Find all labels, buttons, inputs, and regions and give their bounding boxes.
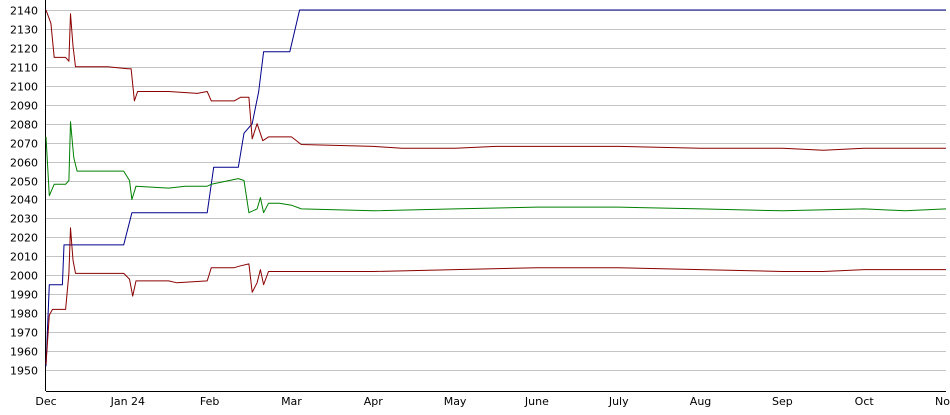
- y-tick-label: 1970: [10, 327, 38, 340]
- y-tick-label: 2020: [10, 232, 38, 245]
- y-tick-label: 1980: [10, 308, 38, 321]
- y-tick-label: 2030: [10, 213, 38, 226]
- series-line-1: [45, 9, 946, 367]
- y-tick-label: 2050: [10, 176, 38, 189]
- y-tick-label: 2090: [10, 100, 38, 113]
- x-tick-label: Mar: [281, 395, 302, 408]
- x-tick-label: Aug: [690, 395, 711, 408]
- x-tick-label: June: [524, 395, 549, 408]
- x-tick-label: No: [935, 395, 950, 408]
- y-tick-label: 2140: [10, 5, 38, 18]
- series-lines: [45, 9, 947, 367]
- x-tick-label: May: [444, 395, 467, 408]
- x-tick-label: July: [608, 395, 629, 408]
- x-tick-label: Feb: [200, 395, 219, 408]
- y-tick-label: 2120: [10, 43, 38, 56]
- y-tick-label: 2060: [10, 157, 38, 170]
- x-tick-label: Sep: [772, 395, 793, 408]
- series-line-3: [45, 121, 947, 214]
- y-axis-tick-labels: 1950 1960 1970 1980 1990 2000 2010 2020 2030 2040…: [10, 5, 38, 378]
- x-tick-label: Oct: [855, 395, 875, 408]
- y-tick-label: 2070: [10, 138, 38, 151]
- series-line-4: [45, 227, 946, 365]
- y-tick-label: 1950: [10, 365, 38, 378]
- y-tick-label: 2000: [10, 270, 38, 283]
- y-tick-label: 2130: [10, 24, 38, 37]
- x-axis-tick-labels: Dec Jan 24 Feb Mar Apr May June July Aug Sep Oct No: [35, 395, 950, 408]
- y-tick-label: 2040: [10, 194, 38, 207]
- series-line-2: [45, 9, 946, 151]
- x-tick-label: Apr: [364, 395, 384, 408]
- gridlines: [46, 10, 946, 371]
- y-tick-label: 2110: [10, 62, 38, 75]
- y-tick-label: 1960: [10, 346, 38, 359]
- y-tick-label: 1990: [10, 289, 38, 302]
- y-tick-label: 2100: [10, 81, 38, 94]
- y-tick-label: 2080: [10, 119, 38, 132]
- x-tick-label: Jan 24: [110, 395, 145, 408]
- y-tick-label: 2010: [10, 251, 38, 264]
- x-tick-label: Dec: [35, 395, 56, 408]
